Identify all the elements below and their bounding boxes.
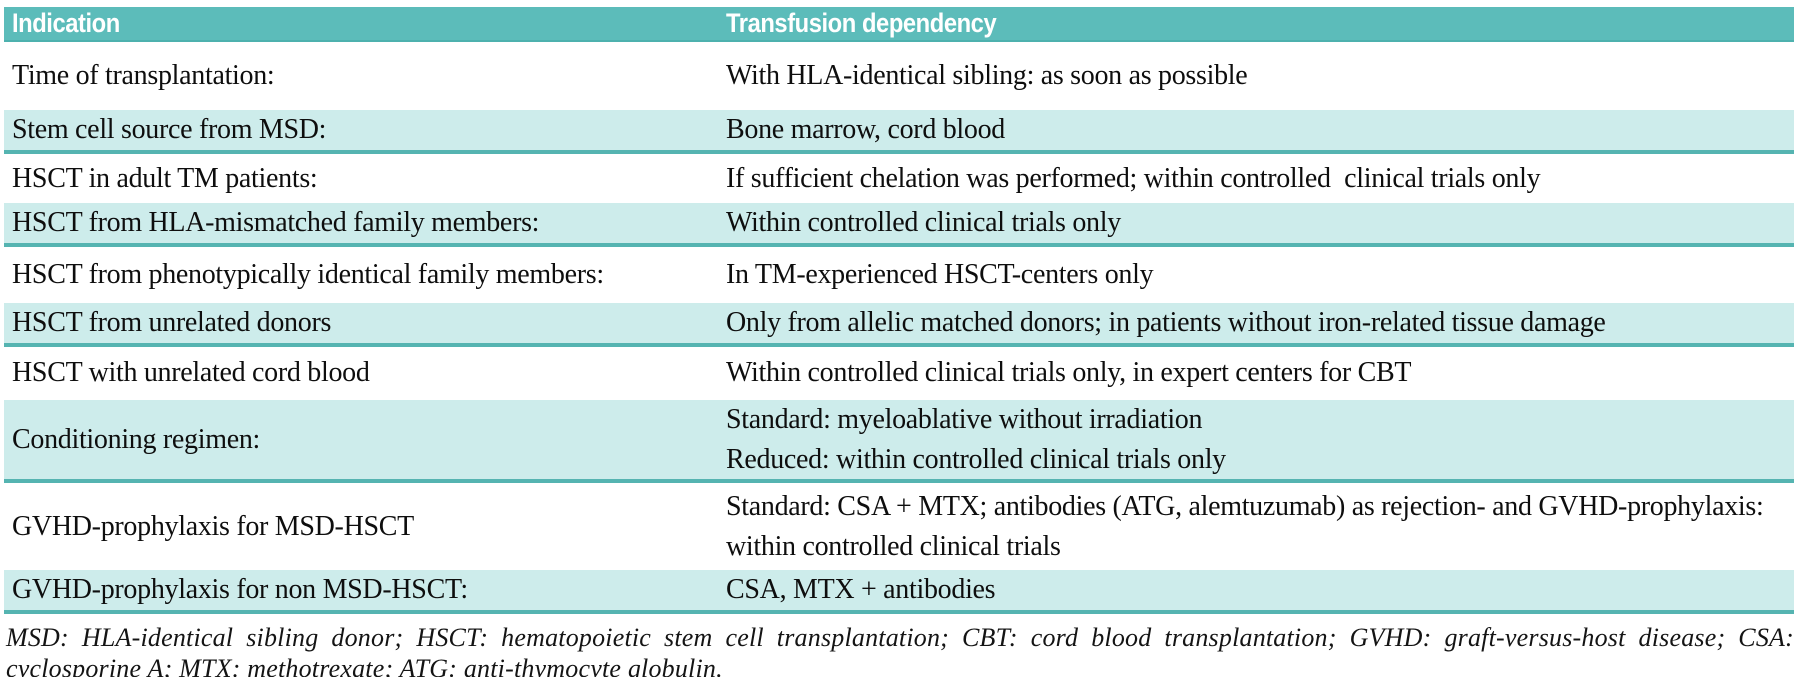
table-row: GVHD-prophylaxis for non MSD-HSCT: CSA, … [4,570,1794,614]
dependency-text: Standard: myeloablative without irradiat… [726,403,1203,435]
indication-text: Conditioning regimen: [12,423,261,455]
table-row: HSCT from phenotypically identical famil… [4,245,1794,303]
indication-cell: GVHD-prophylaxis for MSD-HSCT [4,481,718,570]
indication-cell: GVHD-prophylaxis for non MSD-HSCT: [4,570,718,614]
indication-text: GVHD-prophylaxis for non MSD-HSCT: [12,574,468,606]
dependency-text: In TM-experienced HSCT-centers only [726,259,1154,291]
dependency-cell: Within controlled clinical trials only [718,203,1794,247]
dependency-text: If sufficient chelation was performed; w… [726,162,1541,194]
dependency-cell: Bone marrow, cord blood [718,110,1794,154]
header-cell-dependency: Transfusion dependency [718,7,1794,42]
dependency-text: Within controlled clinical trials only [726,207,1121,239]
dependency-cell: Standard: myeloablative without irradiat… [718,399,1794,484]
table-footnote: MSD: HLA-identical sibling donor; HSCT: … [6,623,1794,677]
indication-text: HSCT from phenotypically identical famil… [12,259,604,291]
table-row: HSCT in adult TM patients: If sufficient… [4,152,1794,203]
table-row: Time of transplantation: With HLA-identi… [4,41,1794,110]
dependency-cell: If sufficient chelation was performed; w… [718,152,1794,203]
dependency-text: Standard: CSA + MTX; antibodies (ATG, al… [726,491,1764,522]
dependency-cell: With HLA-identical sibling: as soon as p… [718,41,1794,110]
indication-cell: HSCT in adult TM patients: [4,152,718,203]
indication-cell: HSCT from unrelated donors [4,303,718,347]
indication-text: Time of transplantation: [12,60,275,92]
dependency-text: Bone marrow, cord blood [726,114,1005,146]
indication-cell: HSCT from HLA-mismatched family members: [4,203,718,247]
table-row: Stem cell source from MSD: Bone marrow, … [4,110,1794,154]
indication-cell: Stem cell source from MSD: [4,110,718,154]
indication-text: HSCT from unrelated donors [12,307,332,338]
dependency-cell: Standard: CSA + MTX; antibodies (ATG, al… [718,481,1794,570]
table-container: Indication Transfusion dependency Time o… [4,7,1794,614]
transfusion-indications-table: Indication Transfusion dependency Time o… [4,7,1794,614]
dependency-cell: Within controlled clinical trials only, … [718,345,1794,400]
table-row: GVHD-prophylaxis for MSD-HSCT Standard: … [4,481,1794,570]
dependency-text: With HLA-identical sibling: as soon as p… [726,60,1248,92]
dependency-text-line2: Reduced: within controlled clinical tria… [726,443,1226,475]
dependency-cell: CSA, MTX + antibodies [718,570,1794,614]
indication-cell: Conditioning regimen: [4,399,718,484]
indication-cell: HSCT from phenotypically identical famil… [4,245,718,303]
dependency-text-line2: within controlled clinical trials [726,530,1061,562]
header-label-dependency: Transfusion dependency [726,8,997,38]
table-row: HSCT from unrelated donors Only from all… [4,303,1794,347]
dependency-text: CSA, MTX + antibodies [726,574,996,606]
indication-text: GVHD-prophylaxis for MSD-HSCT [12,510,414,542]
indication-cell: Time of transplantation: [4,41,718,110]
dependency-text: Within controlled clinical trials only, … [726,357,1412,389]
header-cell-indication: Indication [4,7,718,42]
header-label-indication: Indication [12,8,120,38]
dependency-cell: Only from allelic matched donors; in pat… [718,303,1794,347]
table-row: Conditioning regimen: Standard: myeloabl… [4,399,1794,484]
indication-text: HSCT from HLA-mismatched family members: [12,207,540,239]
table-row: HSCT with unrelated cord blood Within co… [4,345,1794,400]
dependency-cell: In TM-experienced HSCT-centers only [718,245,1794,303]
indication-text: HSCT with unrelated cord blood [12,357,370,389]
dependency-text: Only from allelic matched donors; in pat… [726,307,1606,338]
indication-cell: HSCT with unrelated cord blood [4,345,718,400]
indication-text: HSCT in adult TM patients: [12,162,318,194]
indication-text: Stem cell source from MSD: [12,114,327,146]
table-row: HSCT from HLA-mismatched family members:… [4,203,1794,247]
header-row: Indication Transfusion dependency [4,7,1794,42]
